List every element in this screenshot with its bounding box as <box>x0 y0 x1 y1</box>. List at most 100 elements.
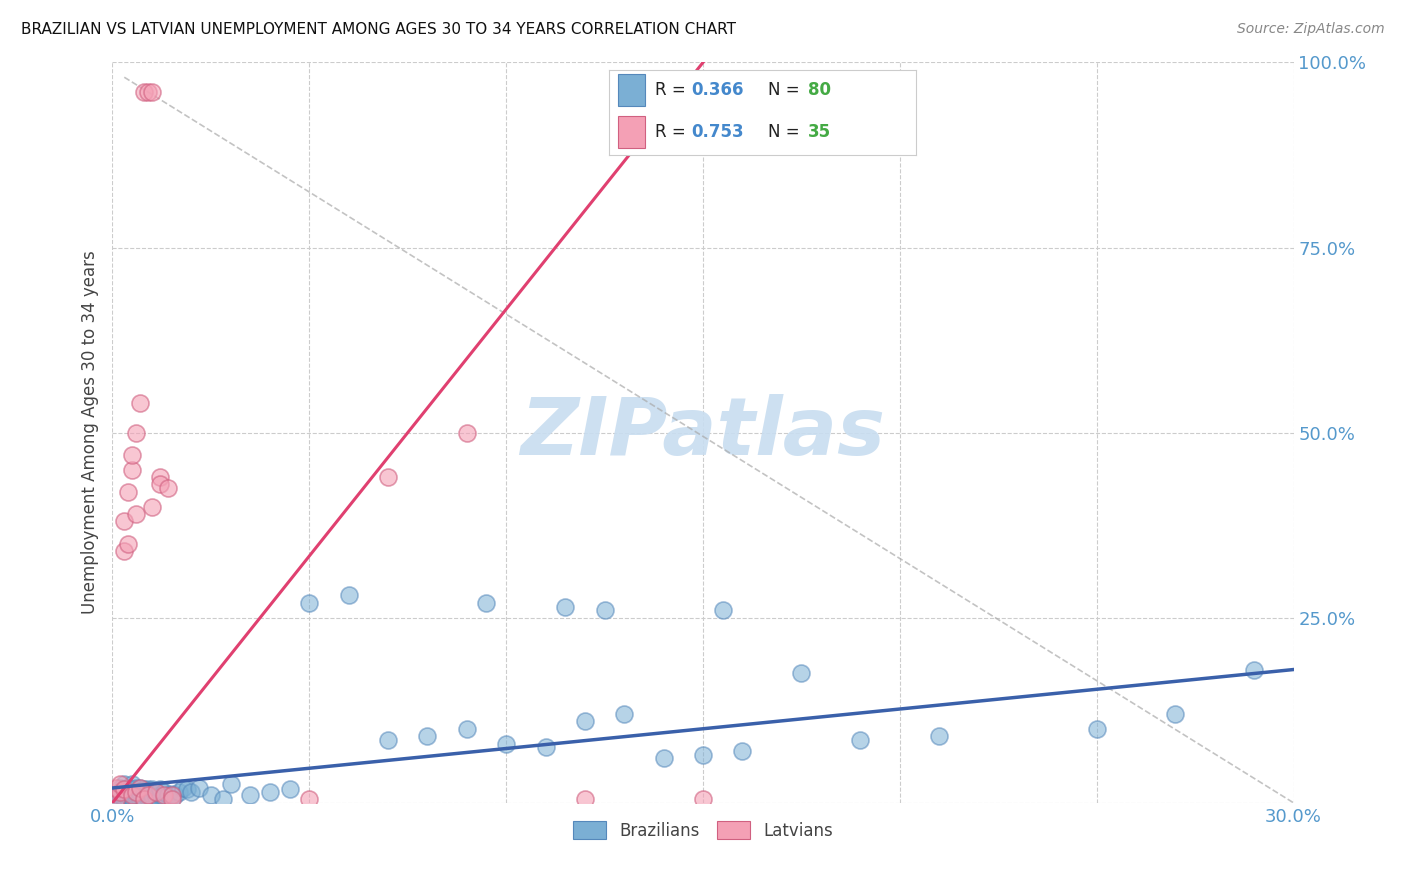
Point <box>145 785 167 799</box>
Point <box>121 792 143 806</box>
Point <box>141 500 163 514</box>
Point <box>117 789 139 803</box>
Point <box>136 782 159 797</box>
Point <box>298 596 321 610</box>
Point <box>132 792 155 806</box>
Point <box>105 787 128 801</box>
Point <box>129 780 152 795</box>
Point <box>456 722 478 736</box>
Point <box>110 777 132 791</box>
Point <box>121 782 143 797</box>
Point <box>574 792 596 806</box>
Point <box>112 787 135 801</box>
Point <box>129 785 152 799</box>
Point <box>117 536 139 550</box>
Point <box>117 792 139 806</box>
Point <box>125 785 148 799</box>
Point <box>132 787 155 801</box>
Point <box>416 729 439 743</box>
Point <box>1085 722 1108 736</box>
Point <box>105 780 128 795</box>
Point <box>125 792 148 806</box>
Point <box>136 789 159 803</box>
Point <box>110 785 132 799</box>
Point <box>125 780 148 795</box>
Point <box>132 782 155 797</box>
Point <box>152 789 174 803</box>
Point <box>534 740 557 755</box>
Point <box>132 85 155 99</box>
Point <box>475 596 498 610</box>
Point <box>156 789 179 803</box>
Point <box>160 787 183 801</box>
Point <box>149 789 172 803</box>
Point <box>141 792 163 806</box>
Point <box>110 789 132 803</box>
Point <box>121 787 143 801</box>
Point <box>136 85 159 99</box>
Point <box>554 599 576 614</box>
Point <box>149 782 172 797</box>
Point <box>495 737 517 751</box>
Point <box>165 789 187 803</box>
Point <box>219 777 242 791</box>
Point <box>121 777 143 791</box>
Point <box>110 780 132 795</box>
Point <box>112 515 135 529</box>
Point <box>169 785 191 799</box>
Point <box>692 747 714 762</box>
Point <box>149 477 172 491</box>
Point <box>574 714 596 729</box>
Point <box>152 785 174 799</box>
Point <box>172 780 194 795</box>
Point <box>112 777 135 791</box>
Point <box>105 789 128 804</box>
Point <box>132 792 155 806</box>
Point <box>145 785 167 799</box>
Point <box>110 791 132 805</box>
Point <box>259 785 281 799</box>
Point <box>125 789 148 803</box>
Point <box>112 792 135 806</box>
Legend: Brazilians, Latvians: Brazilians, Latvians <box>567 814 839 847</box>
Point <box>652 751 675 765</box>
Y-axis label: Unemployment Among Ages 30 to 34 years: Unemployment Among Ages 30 to 34 years <box>80 251 98 615</box>
Point <box>141 85 163 99</box>
Point <box>188 780 211 795</box>
Point <box>298 792 321 806</box>
Point <box>711 603 734 617</box>
Point <box>105 792 128 806</box>
Point <box>121 462 143 476</box>
Point <box>149 470 172 484</box>
Point <box>337 589 360 603</box>
Point <box>136 787 159 801</box>
Point <box>112 782 135 797</box>
Point <box>121 789 143 804</box>
Point <box>112 789 135 804</box>
Point <box>141 789 163 803</box>
Point <box>121 789 143 803</box>
Point <box>692 792 714 806</box>
Point <box>141 782 163 797</box>
Point <box>1164 706 1187 721</box>
Point <box>156 481 179 495</box>
Point <box>136 791 159 805</box>
Point <box>180 785 202 799</box>
Point <box>110 785 132 799</box>
Point <box>117 484 139 499</box>
Point <box>112 782 135 797</box>
Point <box>200 789 222 803</box>
Point <box>129 396 152 410</box>
Point <box>239 789 262 803</box>
Text: BRAZILIAN VS LATVIAN UNEMPLOYMENT AMONG AGES 30 TO 34 YEARS CORRELATION CHART: BRAZILIAN VS LATVIAN UNEMPLOYMENT AMONG … <box>21 22 737 37</box>
Point <box>928 729 950 743</box>
Point <box>121 448 143 462</box>
Point <box>105 792 128 806</box>
Point <box>211 792 233 806</box>
Point <box>790 666 813 681</box>
Point <box>377 470 399 484</box>
Point <box>125 785 148 799</box>
Point <box>129 789 152 803</box>
Text: Source: ZipAtlas.com: Source: ZipAtlas.com <box>1237 22 1385 37</box>
Point <box>117 785 139 799</box>
